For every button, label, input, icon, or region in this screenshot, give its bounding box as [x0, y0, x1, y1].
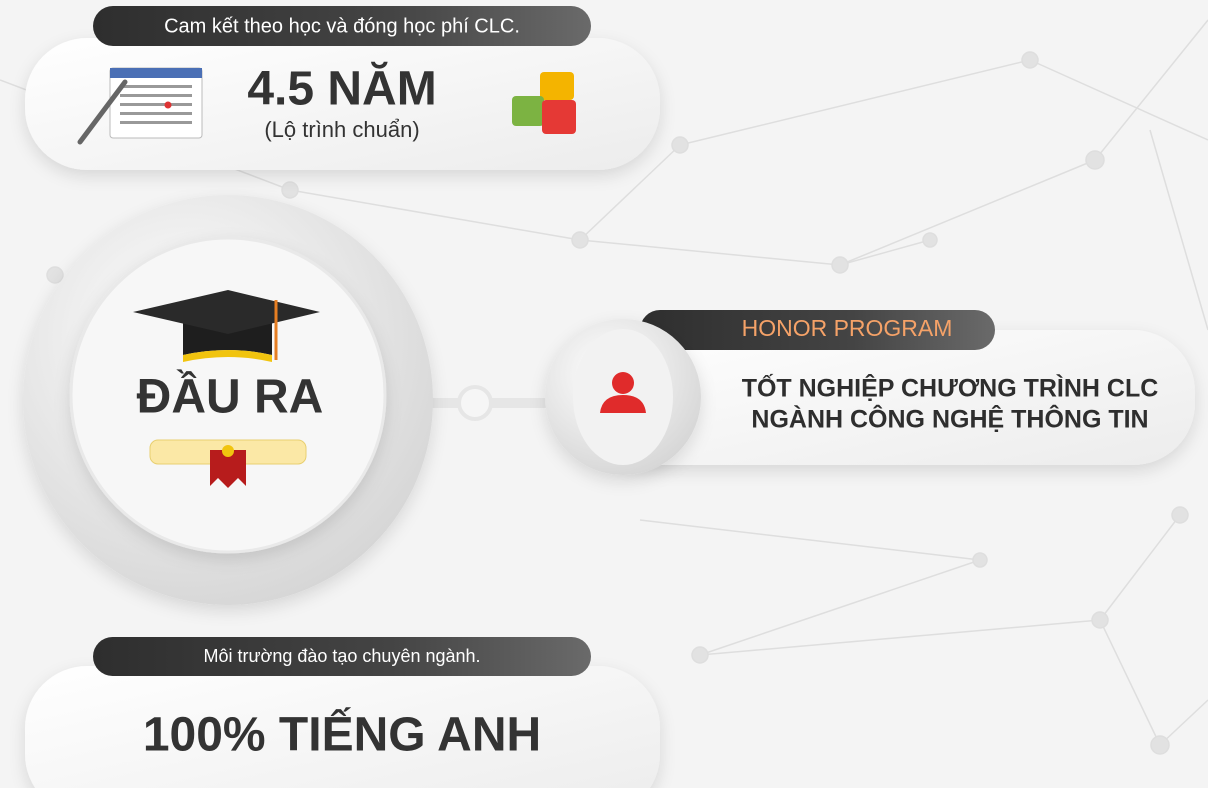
center-title: ĐẦU RA [137, 370, 324, 424]
card-label: HONOR PROGRAM [742, 315, 953, 341]
center-badge: ĐẦU RA [23, 195, 433, 605]
card-label: Cam kết theo học và đóng học phí CLC. [164, 15, 520, 37]
card-note: (Lộ trình chuẩn) [264, 117, 419, 142]
card-label: Môi trường đào tạo chuyên ngành. [203, 646, 480, 666]
top-card: Cam kết theo học và đóng học phí CLC. 4.… [25, 6, 660, 170]
bottom-card: Môi trường đào tạo chuyên ngành. 100% TI… [25, 637, 660, 788]
card-line: NGÀNH CÔNG NGHỆ THÔNG TIN [751, 404, 1148, 434]
honor-card: HONOR PROGRAM TỐT NGHIỆP CHƯƠNG TRÌNH CL… [545, 310, 1195, 475]
connector-node [459, 387, 491, 419]
card-value: 4.5 NĂM [247, 62, 436, 116]
infographic: Cam kết theo học và đóng học phí CLC. 4.… [0, 0, 1208, 788]
card-line: TỐT NGHIỆP CHƯƠNG TRÌNH CLC [742, 373, 1159, 403]
card-value: 100% TIẾNG ANH [143, 708, 541, 762]
